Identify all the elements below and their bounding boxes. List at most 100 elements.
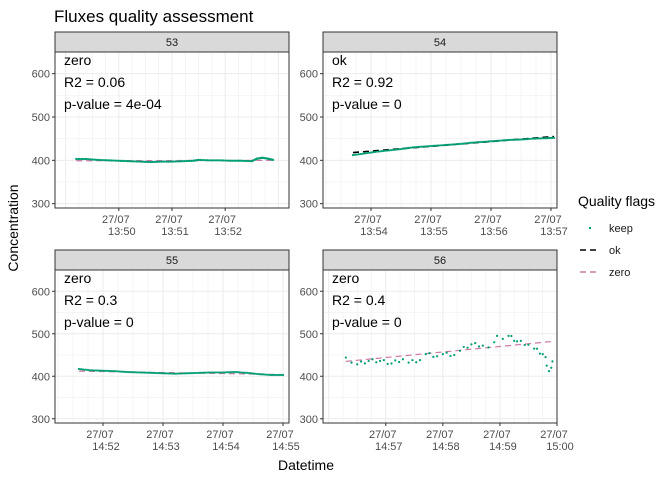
data-point — [205, 371, 209, 374]
data-point — [415, 361, 418, 364]
data-point — [76, 157, 80, 161]
legend-label: ok — [609, 245, 621, 257]
data-point — [353, 153, 357, 156]
y-tick-label: 300 — [32, 414, 50, 426]
facet-strip — [54, 249, 290, 271]
data-point — [185, 372, 189, 375]
data-point — [207, 371, 211, 374]
data-point — [451, 143, 455, 146]
data-point — [167, 160, 170, 163]
data-point — [243, 159, 246, 163]
data-point — [413, 146, 417, 149]
data-point — [133, 160, 136, 163]
data-point — [131, 371, 135, 374]
data-point — [227, 371, 231, 374]
data-point — [470, 343, 473, 346]
data-point — [219, 371, 223, 374]
data-point — [545, 364, 548, 367]
x-tick-label: 27/07 13:52 — [208, 214, 242, 238]
data-point — [533, 137, 537, 140]
data-point — [175, 372, 179, 375]
legend-title: Quality flags — [578, 193, 655, 209]
data-point — [140, 160, 143, 163]
x-tick-time: 14:52 — [92, 441, 120, 453]
data-point — [428, 352, 431, 355]
data-point — [215, 371, 219, 374]
data-point — [239, 371, 243, 374]
data-point — [137, 371, 141, 374]
data-point — [267, 373, 271, 376]
data-point — [167, 372, 171, 375]
data-point — [411, 359, 414, 362]
data-point — [188, 159, 191, 163]
data-point — [217, 371, 221, 374]
data-point — [245, 159, 248, 163]
data-point — [245, 371, 249, 374]
data-point — [237, 371, 241, 374]
data-point — [356, 363, 359, 366]
data-point — [99, 369, 103, 372]
data-point — [497, 139, 501, 142]
data-point — [117, 370, 121, 373]
x-tick-label: 27/07 13:56 — [474, 214, 508, 238]
x-tick-date: 27/07 — [534, 214, 562, 226]
data-point — [455, 143, 459, 146]
data-point — [147, 160, 151, 164]
flag-annotation: zero — [64, 52, 91, 68]
data-point — [439, 144, 443, 147]
x-tick-time: 13:57 — [540, 226, 568, 238]
x-tick-time: 15:00 — [546, 441, 574, 453]
x-tick-time: 14:57 — [375, 441, 403, 453]
x-tick-label: 27/07 14:54 — [206, 429, 240, 453]
x-tick-date: 27/07 — [206, 429, 234, 441]
y-tick-label: 500 — [32, 112, 50, 124]
data-point — [174, 160, 177, 163]
data-point — [501, 337, 504, 340]
data-point — [221, 371, 225, 374]
data-point — [525, 138, 529, 141]
data-point — [519, 138, 523, 141]
data-point — [181, 372, 185, 375]
data-point — [453, 353, 456, 357]
data-point — [271, 373, 275, 377]
x-tick-date: 27/07 — [146, 429, 174, 441]
data-point — [89, 158, 92, 161]
data-point — [375, 150, 379, 153]
data-point — [443, 143, 447, 147]
data-point — [109, 369, 113, 373]
data-point — [123, 370, 127, 373]
x-tick-time: 13:55 — [420, 226, 448, 238]
legend-label: zero — [609, 267, 630, 279]
data-point — [277, 373, 281, 377]
data-point — [204, 159, 207, 162]
data-point — [361, 152, 365, 155]
x-tick-date: 27/07 — [102, 214, 130, 226]
legend-label: keep — [609, 223, 633, 235]
x-tick-date: 27/07 — [155, 214, 183, 226]
data-point — [538, 352, 541, 355]
x-tick-date: 27/07 — [414, 214, 442, 226]
y-tick-label: 600 — [32, 69, 50, 81]
data-point — [487, 346, 490, 349]
data-point — [513, 138, 517, 141]
data-point — [466, 346, 469, 349]
data-point — [355, 153, 359, 156]
data-point — [187, 372, 191, 375]
data-point — [409, 146, 413, 149]
data-point — [91, 369, 95, 372]
data-point — [393, 148, 397, 151]
data-point — [424, 353, 427, 356]
y-tick-label: 400 — [300, 155, 318, 167]
data-point — [155, 371, 159, 375]
data-point — [399, 147, 403, 151]
data-point — [411, 146, 415, 149]
data-point — [449, 354, 452, 358]
x-tick-time: 14:55 — [272, 441, 300, 453]
facet-strip-label: 55 — [166, 255, 178, 267]
data-point — [281, 373, 285, 377]
fit-line-zero — [345, 340, 553, 362]
data-point — [197, 371, 201, 374]
data-point — [499, 139, 503, 142]
data-point — [85, 157, 89, 161]
data-point — [215, 159, 218, 162]
